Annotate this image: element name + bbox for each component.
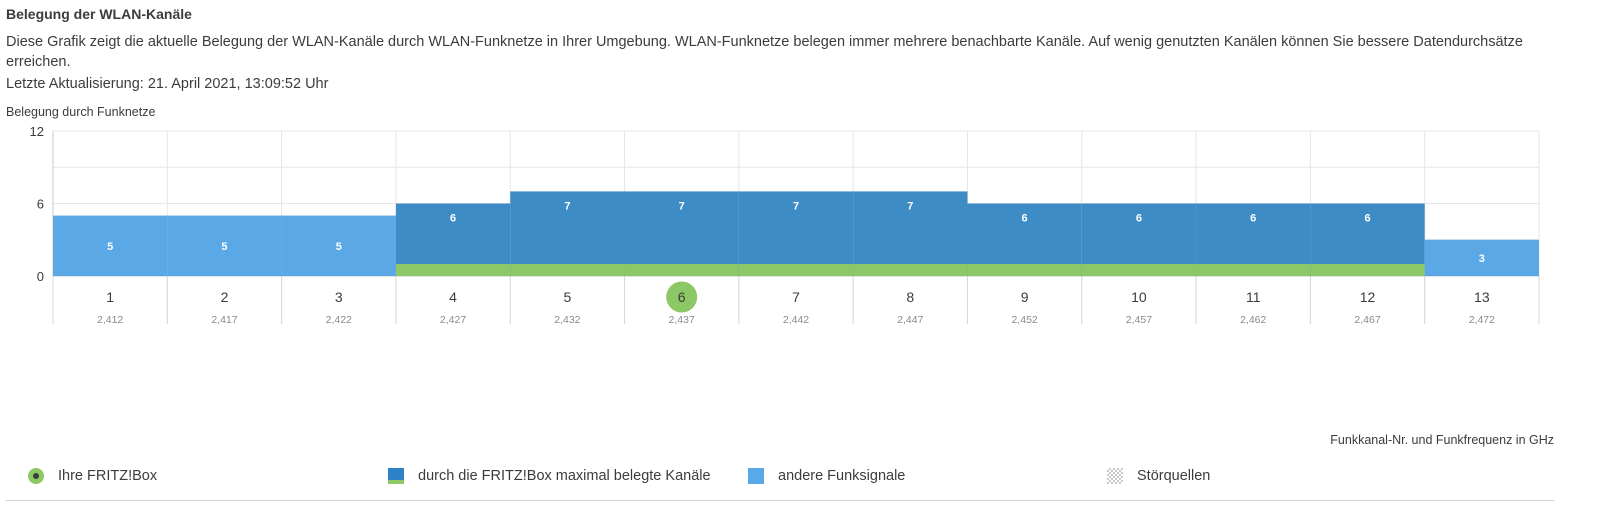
legend-interference: Störquellen (1107, 465, 1210, 487)
y-tick-label: 12 (30, 124, 44, 139)
bars: 5 5 5 6 7 7 7 7 6 6 6 6 3 (53, 191, 1539, 276)
x-tick-frequency-label: 2,442 (783, 314, 809, 326)
max-channels-swatch-icon (388, 468, 404, 484)
legend-max-channels-label: durch die FRITZ!Box maximal belegte Kanä… (418, 468, 711, 484)
x-tick-channel-label: 7 (792, 289, 800, 305)
legend-max-channels: durch die FRITZ!Box maximal belegte Kanä… (388, 465, 711, 487)
x-tick-frequency-label: 2,457 (1126, 314, 1152, 326)
x-tick-frequency-label: 2,412 (97, 314, 123, 326)
x-tick-frequency-label: 2,422 (326, 314, 352, 326)
y-tick-label: 0 (37, 269, 44, 284)
fritzbox-band-channel-12 (1310, 264, 1425, 276)
x-tick-frequency-label: 2,452 (1011, 314, 1037, 326)
x-tick-channel-label: 2 (221, 289, 229, 305)
x-tick-frequency-label: 2,467 (1354, 314, 1380, 326)
bar-value-label: 6 (1136, 213, 1142, 225)
x-tick-channel-label: 12 (1360, 289, 1376, 305)
bar-value-label: 7 (793, 200, 799, 212)
legend-fritzbox-label: Ihre FRITZ!Box (58, 468, 158, 484)
x-tick-frequency-label: 2,432 (554, 314, 580, 326)
x-tick-frequency-label: 2,462 (1240, 314, 1266, 326)
fritzbox-band-channel-10 (1081, 264, 1197, 276)
bottom-divider (6, 500, 1554, 501)
fritzbox-band-channel-11 (1196, 264, 1311, 276)
y-tick-label: 6 (37, 197, 44, 212)
legend-interference-label: Störquellen (1137, 468, 1211, 484)
bar-value-label: 7 (907, 200, 913, 212)
x-tick-channel-label: 9 (1021, 289, 1029, 305)
x-tick-channel-label: 6 (678, 289, 686, 305)
bar-value-label: 7 (679, 200, 685, 212)
bar-value-label: 7 (564, 200, 570, 212)
other-signals-swatch-icon (748, 468, 764, 484)
interference-swatch-icon (1107, 468, 1123, 484)
x-tick-channel-label: 11 (1246, 289, 1261, 305)
bar-channel-3 (281, 215, 396, 276)
x-tick-channel-label: 1 (106, 289, 114, 305)
bar-value-label: 5 (336, 241, 342, 253)
bar-channel-9 (967, 203, 1082, 276)
bar-channel-8 (853, 191, 968, 276)
current-channel-marker (666, 281, 698, 313)
bar-value-label: 6 (450, 213, 456, 225)
bar-value-label: 6 (1022, 213, 1028, 225)
bar-channel-6 (624, 191, 739, 276)
bar-value-label: 6 (1364, 213, 1370, 225)
x-axis-ticks: 1 2,412 2 2,417 3 2,422 4 2,427 5 2,432 6 2,437 7 2,4… (52, 276, 1540, 326)
bar-channel-4 (395, 203, 511, 276)
y-axis-label: Belegung durch Funknetze (6, 105, 155, 119)
legend-fritzbox: Ihre FRITZ!Box (28, 465, 157, 487)
x-tick-channel-label: 8 (906, 289, 914, 305)
x-tick-frequency-label: 2,417 (211, 314, 237, 326)
bar-value-label: 3 (1479, 253, 1485, 265)
x-axis-label: Funkkanal-Nr. und Funkfrequenz in GHz (1330, 433, 1554, 447)
bar-channel-1 (53, 215, 168, 276)
bar-channel-11 (1196, 203, 1311, 276)
bar-value-label: 5 (107, 241, 113, 253)
legend-other-signals-label: andere Funksignale (778, 468, 906, 484)
x-tick-channel-label: 5 (563, 289, 571, 305)
y-axis-ticks: 0 6 12 (30, 124, 44, 284)
x-tick-channel-label: 10 (1131, 289, 1147, 305)
bar-channel-10 (1081, 203, 1197, 276)
bar-value-label: 5 (221, 241, 227, 253)
bar-channel-13 (1424, 239, 1539, 276)
fritzbox-marker-icon (28, 468, 44, 484)
fritzbox-band-channel-9 (967, 264, 1082, 276)
last-update-text: Letzte Aktualisierung: 21. April 2021, 1… (6, 76, 329, 92)
fritzbox-band-channel-5 (510, 264, 625, 276)
x-tick-channel-label: 3 (335, 289, 343, 305)
fritzbox-band-channel-8 (853, 264, 968, 276)
page-description: Diese Grafik zeigt die aktuelle Belegung… (6, 34, 1523, 70)
x-tick-frequency-label: 2,427 (440, 314, 466, 326)
bar-channel-2 (167, 215, 282, 276)
fritzbox-band-channel-7 (738, 264, 854, 276)
bar-value-label: 6 (1250, 213, 1256, 225)
bar-channel-7 (738, 191, 854, 276)
fritzbox-band-channel-4 (395, 264, 511, 276)
x-tick-frequency-label: 2,447 (897, 314, 923, 326)
legend-other-signals: andere Funksignale (748, 465, 905, 487)
x-tick-frequency-label: 2,437 (669, 314, 695, 326)
fritzbox-band-channel-6 (624, 264, 739, 276)
x-tick-frequency-label: 2,472 (1469, 314, 1495, 326)
bar-channel-5 (510, 191, 625, 276)
bar-channel-12 (1310, 203, 1425, 276)
x-tick-channel-label: 13 (1474, 289, 1490, 305)
x-tick-channel-label: 4 (449, 289, 457, 305)
page-title: Belegung der WLAN-Kanäle (6, 6, 192, 22)
